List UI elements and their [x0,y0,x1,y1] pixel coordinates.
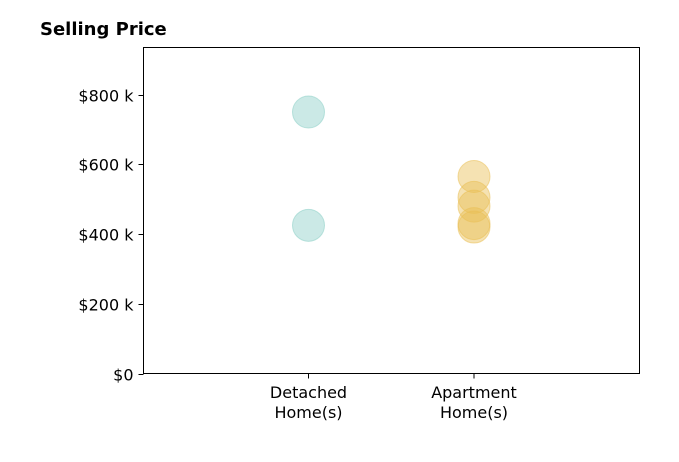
data-point [457,210,491,244]
y-axis: $0 $200 k $400 k $600 k $800 k [78,87,144,385]
data-points [292,95,491,244]
y-tick-label: $600 k [78,156,134,175]
x-axis: Detached Home(s) Apartment Home(s) [270,373,517,422]
data-point [457,160,491,194]
y-tick-label: $400 k [78,226,134,245]
y-tick-label: $200 k [78,296,134,315]
chart-title: Selling Price [40,19,167,40]
data-point [292,95,325,129]
x-tick-label: Apartment Home(s) [431,383,517,422]
y-tick-label: $0 [113,366,133,385]
plot-frame [143,47,640,374]
y-tick-label: $800 k [78,87,134,106]
data-point [292,208,325,242]
data-point [457,180,491,214]
data-point [457,189,491,223]
x-tick-label: Detached Home(s) [270,383,347,422]
